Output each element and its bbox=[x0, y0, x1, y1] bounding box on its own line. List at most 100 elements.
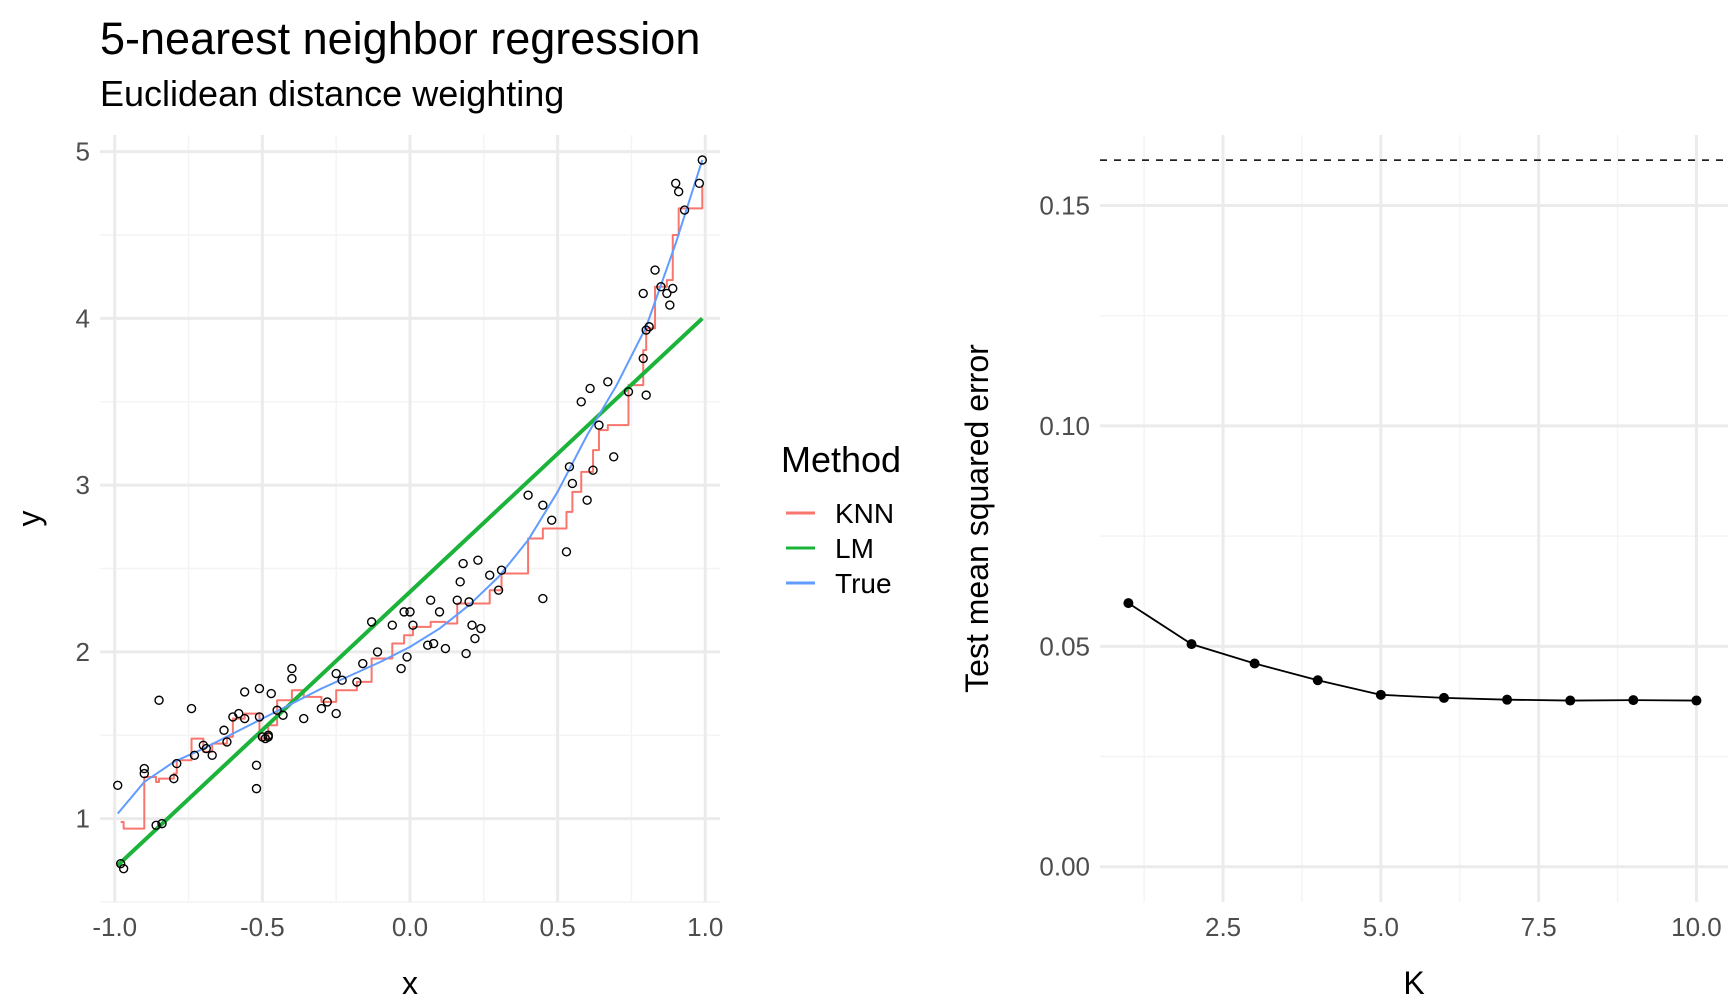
data-point bbox=[408, 620, 418, 630]
data-point bbox=[588, 465, 598, 475]
data-point bbox=[641, 390, 651, 400]
y-tick-label: 3 bbox=[76, 470, 90, 500]
data-point bbox=[623, 387, 634, 397]
mse-line bbox=[1127, 602, 1697, 702]
legend-title: Method bbox=[781, 439, 901, 480]
data-point bbox=[452, 595, 462, 605]
data-point bbox=[222, 737, 232, 747]
mse-point bbox=[1123, 598, 1134, 609]
data-point bbox=[331, 708, 341, 719]
data-point bbox=[366, 617, 377, 627]
data-point bbox=[609, 452, 619, 462]
x-tick-label: 0.0 bbox=[392, 912, 428, 942]
data-point bbox=[582, 495, 592, 505]
data-point bbox=[428, 638, 439, 649]
y-axis-label: Test mean squared error bbox=[959, 344, 995, 693]
data-point bbox=[186, 703, 197, 714]
data-point bbox=[656, 282, 666, 292]
series-line-knn bbox=[120, 185, 704, 830]
data-point bbox=[561, 547, 572, 557]
x-tick-label: -0.5 bbox=[240, 912, 285, 942]
data-point bbox=[113, 780, 123, 790]
x-tick-label: 10.0 bbox=[1671, 912, 1722, 942]
mse-point bbox=[1375, 689, 1386, 700]
series-line-lm bbox=[116, 316, 704, 867]
data-point bbox=[287, 673, 297, 684]
data-point bbox=[461, 648, 471, 659]
y-tick-label: 0.05 bbox=[1039, 631, 1090, 661]
data-point bbox=[219, 725, 229, 735]
data-point bbox=[201, 743, 211, 754]
data-point bbox=[172, 758, 182, 769]
data-point bbox=[402, 652, 412, 662]
data-point bbox=[662, 288, 672, 299]
data-point bbox=[665, 300, 675, 310]
data-point bbox=[679, 205, 690, 215]
data-point bbox=[234, 708, 244, 719]
data-point bbox=[358, 658, 368, 669]
data-point bbox=[538, 593, 548, 604]
data-point bbox=[278, 710, 288, 720]
x-axis-label: K bbox=[1403, 965, 1424, 1001]
data-point bbox=[157, 818, 167, 829]
mse-point bbox=[1502, 694, 1513, 705]
mse-point bbox=[1565, 695, 1576, 706]
data-point bbox=[564, 462, 575, 472]
mse-point bbox=[1438, 692, 1449, 703]
left-panel-axes: -1.0 -0.5 0.0 0.5 1.0 1 2 3 4 5 x y bbox=[11, 137, 723, 1001]
data-point bbox=[458, 558, 468, 569]
data-point bbox=[139, 768, 149, 779]
right-panel-grid bbox=[1100, 135, 1728, 902]
mse-point bbox=[1628, 695, 1639, 706]
data-point bbox=[538, 500, 548, 510]
data-point bbox=[476, 623, 486, 634]
data-point bbox=[455, 577, 465, 587]
legend-label-knn: KNN bbox=[835, 498, 894, 529]
data-point bbox=[493, 585, 504, 595]
legend-label-lm: LM bbox=[835, 533, 874, 564]
y-tick-label: 1 bbox=[76, 804, 90, 834]
data-point bbox=[399, 607, 409, 617]
x-tick-label: 7.5 bbox=[1521, 912, 1557, 942]
x-tick-label: 5.0 bbox=[1363, 912, 1399, 942]
data-point bbox=[405, 607, 415, 617]
data-point bbox=[239, 687, 250, 697]
right-panel-series bbox=[1100, 159, 1728, 706]
left-panel-grid bbox=[100, 135, 720, 903]
data-point bbox=[372, 647, 383, 657]
data-point bbox=[576, 397, 586, 407]
data-point bbox=[299, 713, 309, 724]
series-line-true bbox=[116, 159, 704, 815]
data-point bbox=[396, 663, 406, 674]
right-panel-axes: 2.5 5.0 7.5 10.0 0.00 0.05 0.10 0.15 K Test mean … bbox=[959, 191, 1722, 1001]
data-point bbox=[287, 663, 297, 674]
data-point bbox=[694, 178, 705, 189]
mse-point bbox=[1312, 675, 1323, 686]
data-point bbox=[523, 490, 533, 500]
data-point bbox=[151, 820, 161, 830]
data-point bbox=[189, 750, 200, 760]
data-point bbox=[496, 565, 507, 575]
data-point bbox=[331, 668, 341, 679]
y-tick-label: 5 bbox=[76, 137, 90, 167]
data-point bbox=[668, 283, 678, 294]
y-axis-label: y bbox=[11, 511, 47, 527]
data-point bbox=[266, 688, 276, 699]
mse-point bbox=[1186, 639, 1197, 650]
data-point bbox=[603, 377, 613, 387]
data-point bbox=[272, 705, 282, 715]
legend-label-true: True bbox=[835, 568, 892, 599]
data-point bbox=[470, 633, 480, 644]
mse-point bbox=[1691, 695, 1702, 706]
legend: Method KNN LM True bbox=[781, 439, 901, 599]
data-point bbox=[322, 697, 333, 707]
data-point bbox=[254, 712, 265, 722]
data-point bbox=[638, 288, 648, 299]
mse-point bbox=[1249, 658, 1260, 669]
data-point bbox=[423, 640, 433, 650]
data-point bbox=[263, 732, 273, 742]
data-point bbox=[425, 595, 436, 605]
x-tick-label: 2.5 bbox=[1205, 912, 1241, 942]
data-point bbox=[440, 643, 451, 654]
data-point bbox=[316, 703, 327, 714]
